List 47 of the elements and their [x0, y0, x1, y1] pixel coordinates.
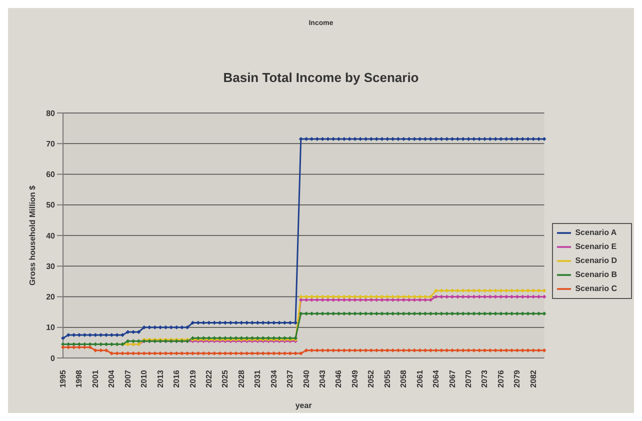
x-tick-label: 2067 [448, 369, 457, 388]
x-tick-label: 2019 [188, 369, 198, 388]
x-tick-label: 2010 [140, 369, 149, 388]
y-tick-label: 50 [46, 200, 56, 210]
x-tick-label: 2022 [204, 369, 214, 388]
x-tick-label: 2082 [528, 369, 538, 388]
x-tick-label: 2052 [366, 369, 376, 388]
x-tick-label: 2028 [236, 369, 246, 388]
x-tick-label: 2034 [269, 369, 278, 388]
x-tick-label: 2040 [302, 369, 311, 388]
x-tick-label: 2007 [123, 369, 132, 388]
legend-label: Scenario A [575, 228, 617, 237]
x-tick-label: 2025 [220, 369, 230, 388]
y-axis-title: Gross household Million $ [28, 184, 37, 286]
y-tick-label: 70 [46, 139, 56, 148]
x-tick-label: 2043 [318, 369, 328, 388]
legend-label: Scenario C [575, 284, 617, 293]
x-tick-label: 2016 [172, 369, 182, 388]
x-tick-label: 2031 [253, 369, 262, 388]
x-tick-label: 2001 [90, 369, 100, 388]
y-tick-label: 80 [46, 108, 56, 118]
y-tick-label: 20 [46, 292, 56, 302]
x-tick-label: 2055 [382, 369, 392, 388]
x-axis-title: year [295, 401, 312, 410]
x-tick-label: 1995 [58, 369, 68, 388]
x-tick-label: 2079 [512, 369, 522, 388]
y-tick-label: 40 [46, 231, 56, 240]
y-tick-label: 0 [50, 354, 56, 363]
y-tick-label: 10 [46, 323, 56, 332]
legend-label: Scenario D [575, 256, 617, 265]
x-tick-label: 2070 [464, 369, 474, 388]
y-tick-label: 60 [46, 170, 56, 180]
x-tick-label: 2013 [156, 369, 165, 388]
x-tick-label: 2004 [107, 369, 116, 388]
x-tick-label: 2046 [334, 369, 344, 388]
x-tick-label: 2058 [399, 369, 408, 388]
x-tick-label: 1998 [74, 369, 84, 388]
x-tick-label: 2064 [432, 369, 441, 388]
x-tick-label: 2073 [480, 369, 490, 388]
x-tick-label: 2076 [496, 369, 506, 388]
legend-label: Scenario B [575, 270, 617, 279]
chart-title: Basin Total Income by Scenario [222, 70, 420, 85]
x-tick-label: 2049 [350, 369, 360, 388]
x-tick-label: 2061 [415, 369, 424, 388]
x-tick-label: 2037 [286, 369, 295, 388]
legend-label: Scenario E [575, 242, 617, 251]
y-tick-label: 30 [46, 262, 56, 271]
